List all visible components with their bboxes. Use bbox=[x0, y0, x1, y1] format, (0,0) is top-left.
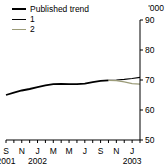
html-text:Published trend: Published trend bbox=[30, 4, 90, 14]
svg-text:S: S bbox=[8, 146, 9, 156]
html-text:'000: '000 bbox=[148, 3, 164, 13]
svg-text:J: J bbox=[83, 146, 87, 156]
svg-text:N: N bbox=[113, 146, 119, 156]
svg-text:2003: 2003 bbox=[123, 156, 142, 166]
svg-text:J: J bbox=[130, 146, 134, 156]
svg-text:M: M bbox=[50, 146, 57, 156]
html-text:2: 2 bbox=[30, 24, 35, 34]
svg-text:80: 80 bbox=[145, 45, 155, 55]
svg-text:J: J bbox=[35, 146, 39, 156]
html-text:1: 1 bbox=[30, 14, 35, 24]
svg-text:60: 60 bbox=[145, 105, 155, 115]
svg-text:2001: 2001 bbox=[8, 156, 16, 166]
svg-text:90: 90 bbox=[145, 15, 155, 25]
svg-text:M: M bbox=[66, 146, 73, 156]
svg-text:S: S bbox=[98, 146, 104, 156]
svg-text:N: N bbox=[19, 146, 25, 156]
svg-text:70: 70 bbox=[145, 75, 155, 85]
svg-text:50: 50 bbox=[145, 135, 155, 145]
svg-text:2002: 2002 bbox=[28, 156, 47, 166]
